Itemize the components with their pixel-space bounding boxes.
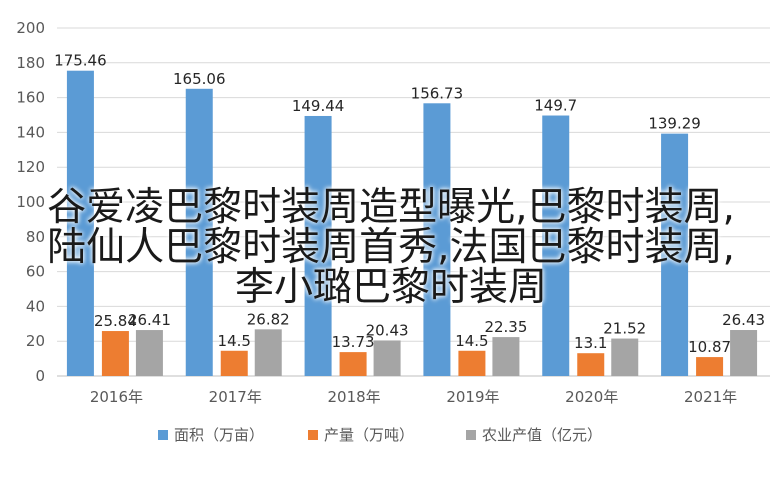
data-label: 149.44 bbox=[292, 97, 345, 115]
overlay-text-line-3: 李小璐巴黎时装周 bbox=[234, 265, 547, 310]
legend-swatch bbox=[158, 430, 168, 440]
bar-3 bbox=[135, 330, 163, 376]
legend-swatch bbox=[308, 430, 318, 440]
overlay-text-line-1: 谷爱凌巴黎时装周造型曝光,巴黎时装周, bbox=[47, 185, 735, 230]
y-tick-label: 180 bbox=[16, 54, 45, 72]
data-label: 139.29 bbox=[648, 115, 701, 133]
x-tick-label: 2018年 bbox=[327, 388, 380, 406]
data-label: 149.7 bbox=[534, 97, 577, 115]
y-tick-label: 80 bbox=[26, 228, 45, 246]
data-label: 25.84 bbox=[94, 312, 137, 330]
data-label: 13.73 bbox=[332, 333, 375, 351]
overlay-text-line-2: 陆仙人巴黎时装周首秀,法国巴黎时装周, bbox=[47, 225, 735, 270]
legend-swatch bbox=[466, 430, 476, 440]
bar-3 bbox=[492, 337, 520, 376]
legend-label: 产量（万吨） bbox=[324, 426, 414, 444]
data-label: 13.1 bbox=[574, 334, 607, 352]
y-tick-label: 40 bbox=[26, 297, 45, 315]
bar-2 bbox=[220, 350, 248, 376]
bar-1 bbox=[66, 70, 94, 377]
bar-3 bbox=[730, 330, 758, 376]
y-tick-label: 140 bbox=[16, 123, 45, 141]
x-tick-label: 2016年 bbox=[90, 388, 143, 406]
bar-1 bbox=[542, 115, 570, 376]
x-tick-label: 2021年 bbox=[684, 388, 737, 406]
bar-2 bbox=[458, 350, 486, 376]
bar-1 bbox=[185, 88, 213, 377]
x-tick-label: 2020年 bbox=[565, 388, 618, 406]
y-tick-label: 20 bbox=[26, 332, 45, 350]
data-label: 26.41 bbox=[128, 311, 171, 329]
data-label: 14.5 bbox=[455, 332, 488, 350]
y-tick-label: 160 bbox=[16, 89, 45, 107]
data-label: 175.46 bbox=[54, 52, 107, 70]
bar-3 bbox=[373, 340, 401, 376]
bar-1 bbox=[304, 115, 332, 377]
y-tick-label: 60 bbox=[26, 263, 45, 281]
data-label: 21.52 bbox=[603, 320, 646, 338]
bar-1 bbox=[661, 133, 689, 376]
legend-label: 面积（万亩） bbox=[174, 426, 264, 444]
y-tick-label: 120 bbox=[16, 158, 45, 176]
bar-3 bbox=[611, 338, 639, 376]
data-label: 165.06 bbox=[173, 70, 226, 88]
data-label: 20.43 bbox=[366, 321, 409, 339]
data-label: 10.87 bbox=[688, 338, 731, 356]
bar-2 bbox=[696, 357, 724, 376]
y-tick-label: 200 bbox=[16, 19, 45, 37]
bar-2 bbox=[339, 352, 367, 376]
bar-1 bbox=[423, 103, 451, 377]
bar-2 bbox=[577, 353, 605, 376]
legend-label: 农业产值（亿元） bbox=[482, 426, 602, 444]
bar-3 bbox=[254, 329, 282, 376]
data-label: 156.73 bbox=[411, 84, 464, 102]
bar-2 bbox=[101, 331, 129, 376]
y-tick-label: 0 bbox=[35, 367, 45, 385]
x-tick-label: 2017年 bbox=[209, 388, 262, 406]
data-label: 22.35 bbox=[484, 318, 527, 336]
y-tick-label: 100 bbox=[16, 193, 45, 211]
x-tick-label: 2019年 bbox=[446, 388, 499, 406]
data-label: 26.82 bbox=[247, 310, 290, 328]
data-label: 14.5 bbox=[218, 332, 251, 350]
data-label: 26.43 bbox=[722, 311, 765, 329]
